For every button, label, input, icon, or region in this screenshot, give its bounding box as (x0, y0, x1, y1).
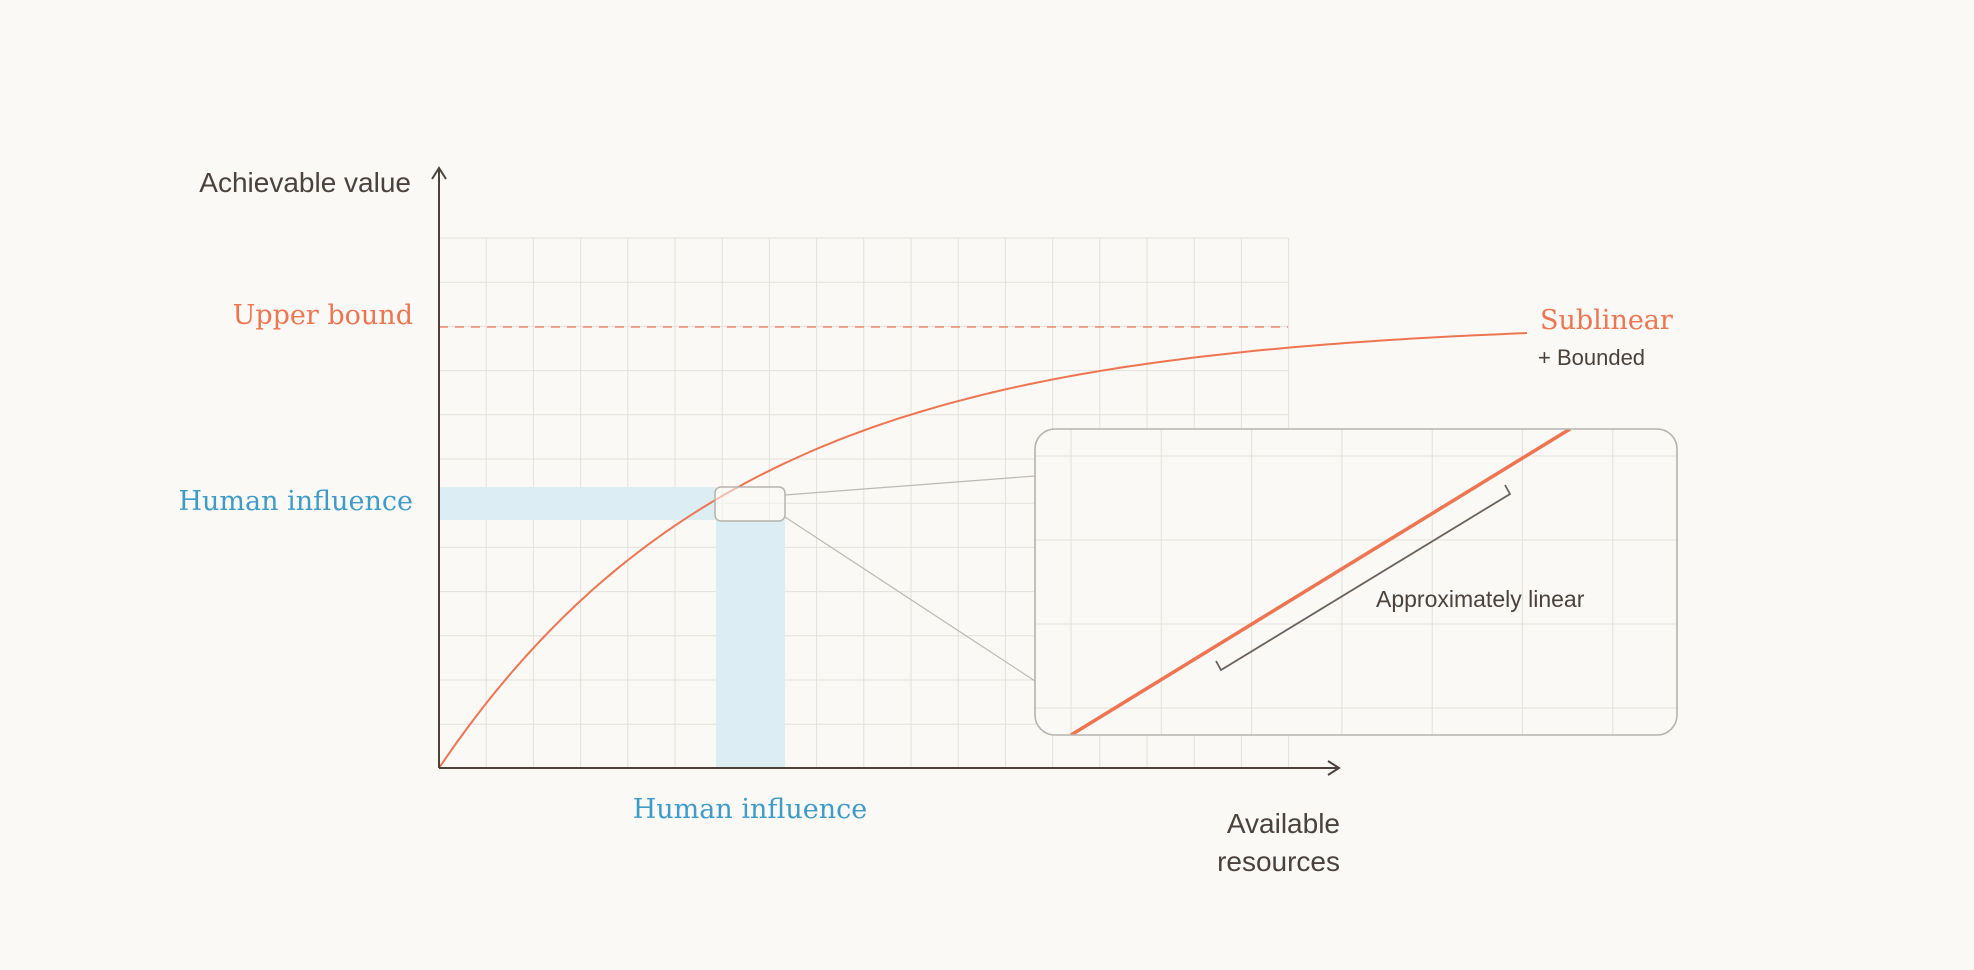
inset-bracket (1215, 484, 1512, 672)
inset-curve (1070, 429, 1571, 735)
bounded-label: + Bounded (1538, 345, 1646, 370)
human-influence-band-vertical (716, 520, 785, 768)
sublinear-label: Sublinear (1540, 305, 1673, 336)
x-axis-label-line1: Available (1226, 808, 1340, 839)
y-axis-label: Achievable value (199, 167, 411, 198)
inset-grid (1035, 429, 1677, 735)
upper-bound-label: Upper bound (232, 300, 413, 331)
human-influence-y-label: Human influence (178, 486, 414, 517)
sublinear-curve (438, 332, 1528, 769)
human-influence-x-label: Human influence (632, 794, 868, 825)
zoom-connector-bottom (784, 516, 1036, 682)
zoom-box (714, 486, 786, 522)
y-axis (431, 166, 447, 768)
inset-panel (1034, 428, 1678, 736)
x-axis-label-line2: resources (1217, 846, 1340, 877)
x-axis-label: Available resources (1217, 805, 1340, 881)
inset-annotation: Approximately linear (1376, 586, 1585, 612)
human-influence-band-horizontal (439, 487, 716, 520)
zoom-connector-top (784, 475, 1036, 496)
x-axis (439, 760, 1341, 776)
